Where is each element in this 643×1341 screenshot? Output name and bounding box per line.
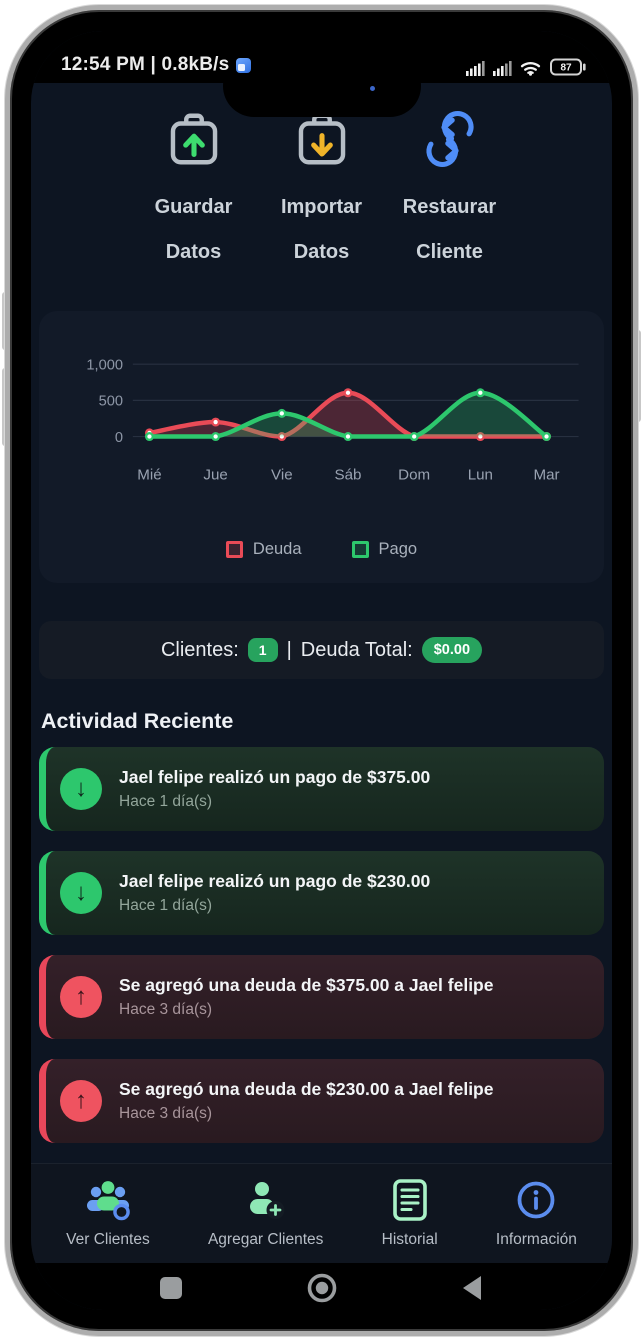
chart-legend: Deuda Pago — [39, 540, 604, 559]
activity-heading: Actividad Reciente — [41, 709, 234, 733]
nav-historial[interactable]: Historial — [382, 1178, 438, 1249]
svg-text:Sáb: Sáb — [335, 467, 362, 484]
signal-sim2-icon — [493, 61, 512, 76]
activity-title: Se agregó una deuda de $375.00 a Jael fe… — [119, 975, 494, 995]
activity-item-pago: ↓ Jael felipe realizó un pago de $375.00… — [39, 747, 604, 831]
action-label: Importar Datos — [280, 196, 363, 263]
restaurar-cliente-button[interactable]: Restaurar Cliente — [393, 109, 507, 275]
top-actions: Guardar Datos Importar Datos — [31, 109, 612, 275]
battery-icon: 87 — [550, 58, 586, 76]
power-button[interactable] — [635, 330, 641, 422]
weekly-chart-card: 0 500 1,000 Mié Jue Vie Sáb Dom Lun Mar Deuda Pag… — [39, 311, 604, 583]
debt-arrow-up-icon: ↑ — [60, 976, 102, 1018]
svg-text:1,000: 1,000 — [86, 358, 123, 374]
svg-text:500: 500 — [99, 394, 123, 410]
svg-text:Vie: Vie — [271, 467, 293, 484]
legend-item-pago[interactable]: Pago — [351, 540, 417, 559]
svg-text:Jue: Jue — [203, 467, 227, 484]
activity-time: Hace 1 día(s) — [119, 897, 213, 914]
action-label: Guardar Datos — [154, 196, 233, 263]
activity-title: Se agregó una deuda de $230.00 a Jael fe… — [119, 1079, 494, 1099]
action-label: Restaurar Cliente — [402, 196, 497, 263]
activity-time: Hace 3 día(s) — [119, 1105, 213, 1122]
back-button[interactable] — [460, 1275, 484, 1301]
summary-bar: Clientes: 1 | Deuda Total: $0.00 — [39, 621, 604, 679]
deuda-total-badge: $0.00 — [421, 637, 483, 663]
activity-title: Jael felipe realizó un pago de $230.00 — [119, 871, 431, 891]
clientes-count-badge: 1 — [247, 638, 278, 662]
separator: | — [286, 638, 292, 661]
home-button[interactable] — [306, 1272, 338, 1304]
deuda-pago-line-chart: 0 500 1,000 Mié Jue Vie Sáb Dom Lun Mar — [86, 358, 579, 484]
payment-arrow-down-icon: ↓ — [60, 872, 102, 914]
phone-frame: 12:54 PM | 0.8kB/s — [5, 5, 638, 1336]
activity-time: Hace 1 día(s) — [119, 793, 213, 810]
person-add-icon — [249, 1182, 285, 1219]
android-navigation-bar — [31, 1263, 612, 1310]
info-icon — [517, 1181, 555, 1219]
signal-sim1-icon — [466, 61, 485, 76]
activity-item-pago: ↓ Jael felipe realizó un pago de $230.00… — [39, 851, 604, 935]
svg-text:Mié: Mié — [137, 467, 161, 484]
debt-arrow-up-icon: ↑ — [60, 1080, 102, 1122]
deuda-total-label: Deuda Total: — [300, 638, 413, 661]
nav-ver-clientes[interactable]: Ver Clientes — [66, 1178, 150, 1249]
battery-level: 87 — [560, 63, 572, 74]
status-bar: 12:54 PM | 0.8kB/s — [31, 31, 612, 83]
users-group-icon — [86, 1181, 130, 1221]
activity-item-deuda: ↑ Se agregó una deuda de $230.00 a Jael … — [39, 1059, 604, 1143]
nav-agregar-clientes[interactable]: Agregar Clientes — [208, 1178, 323, 1249]
document-icon — [392, 1179, 427, 1221]
nav-informacion[interactable]: Información — [496, 1178, 577, 1249]
deuda-swatch-icon — [225, 541, 243, 558]
restore-sync-icon — [425, 110, 474, 168]
svg-text:Mar: Mar — [533, 467, 559, 484]
svg-text:Lun: Lun — [468, 467, 493, 484]
payment-arrow-down-icon: ↓ — [60, 768, 102, 810]
activity-item-deuda: ↑ Se agregó una deuda de $375.00 a Jael … — [39, 955, 604, 1039]
recents-button[interactable] — [159, 1276, 183, 1300]
status-time-speed: 12:54 PM | 0.8kB/s — [61, 54, 230, 75]
importar-datos-button[interactable]: Importar Datos — [265, 109, 379, 275]
clientes-label: Clientes: — [160, 638, 239, 661]
pago-swatch-icon — [351, 541, 369, 558]
legend-item-deuda[interactable]: Deuda — [225, 540, 302, 559]
folder-upload-icon — [170, 113, 217, 165]
activity-title: Jael felipe realizó un pago de $375.00 — [119, 767, 431, 787]
svg-text:0: 0 — [115, 430, 123, 446]
wifi-icon — [520, 62, 541, 76]
activity-list: ↓ Jael felipe realizó un pago de $375.00… — [39, 747, 604, 1163]
folder-download-icon — [298, 113, 345, 165]
screen: 12:54 PM | 0.8kB/s — [31, 31, 612, 1310]
activity-time: Hace 3 día(s) — [119, 1001, 213, 1018]
guardar-datos-button[interactable]: Guardar Datos — [137, 109, 251, 275]
bottom-navigation: Ver Clientes Agregar Clientes — [31, 1163, 612, 1263]
notification-app-icon — [236, 57, 252, 73]
svg-text:Dom: Dom — [398, 467, 430, 484]
